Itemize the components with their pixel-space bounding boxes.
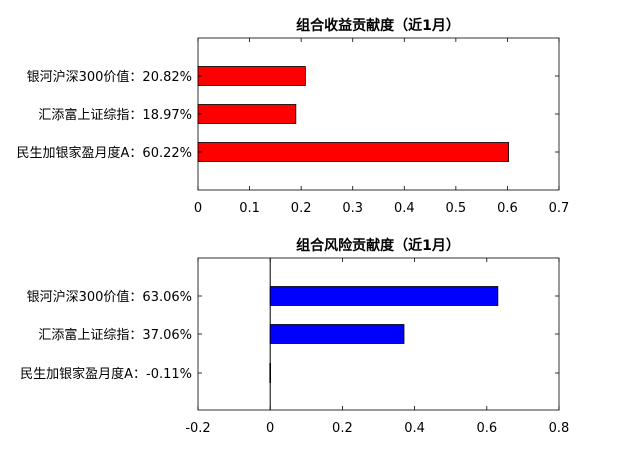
bar <box>197 104 297 124</box>
category-label: 银河沪深300价值：63.06% <box>27 289 192 305</box>
x-tick-label: 0.2 <box>332 421 353 436</box>
x-tick-label: 0 <box>194 201 202 216</box>
risk-contribution-chart: 组合风险贡献度（近1月） -0.2 0 0.2 0.4 0.6 0.8 银河沪深300价值：… <box>20 237 569 436</box>
x-tick-label: 0.1 <box>239 201 260 216</box>
bar <box>197 142 509 162</box>
x-tick-label: 0.4 <box>404 421 425 436</box>
x-tick-label: 0.5 <box>446 201 467 216</box>
chart-title: 组合收益贡献度（近1月） <box>296 17 460 34</box>
category-label: 民生加银家盈月度A：-0.11% <box>20 366 192 382</box>
x-tick-label: 0.3 <box>342 201 363 216</box>
x-tick-label: 0.4 <box>394 201 415 216</box>
x-tick-label: -0.2 <box>185 421 210 436</box>
category-label: 民生加银家盈月度A：60.22% <box>17 145 192 161</box>
x-tick-label: 0.6 <box>497 201 518 216</box>
return-contribution-chart: 组合收益贡献度（近1月） 0 0.1 0.2 0.3 0.4 0.5 0.6 0.7 银河沪深3… <box>17 17 570 216</box>
bar <box>269 363 272 383</box>
category-label: 银河沪深300价值：20.82% <box>27 69 192 85</box>
bar <box>269 324 405 344</box>
x-tick-label: 0.7 <box>549 201 570 216</box>
bar <box>269 286 499 306</box>
chart-title: 组合风险贡献度（近1月） <box>296 237 460 254</box>
x-tick-label: 0.2 <box>291 201 312 216</box>
x-tick-label: 0.8 <box>549 421 570 436</box>
x-tick-label: 0 <box>266 421 274 436</box>
bar <box>197 66 306 86</box>
category-label: 汇添富上证综指：18.97% <box>38 107 192 123</box>
x-tick-label: 0.6 <box>476 421 497 436</box>
category-label: 汇添富上证综指：37.06% <box>38 327 192 343</box>
